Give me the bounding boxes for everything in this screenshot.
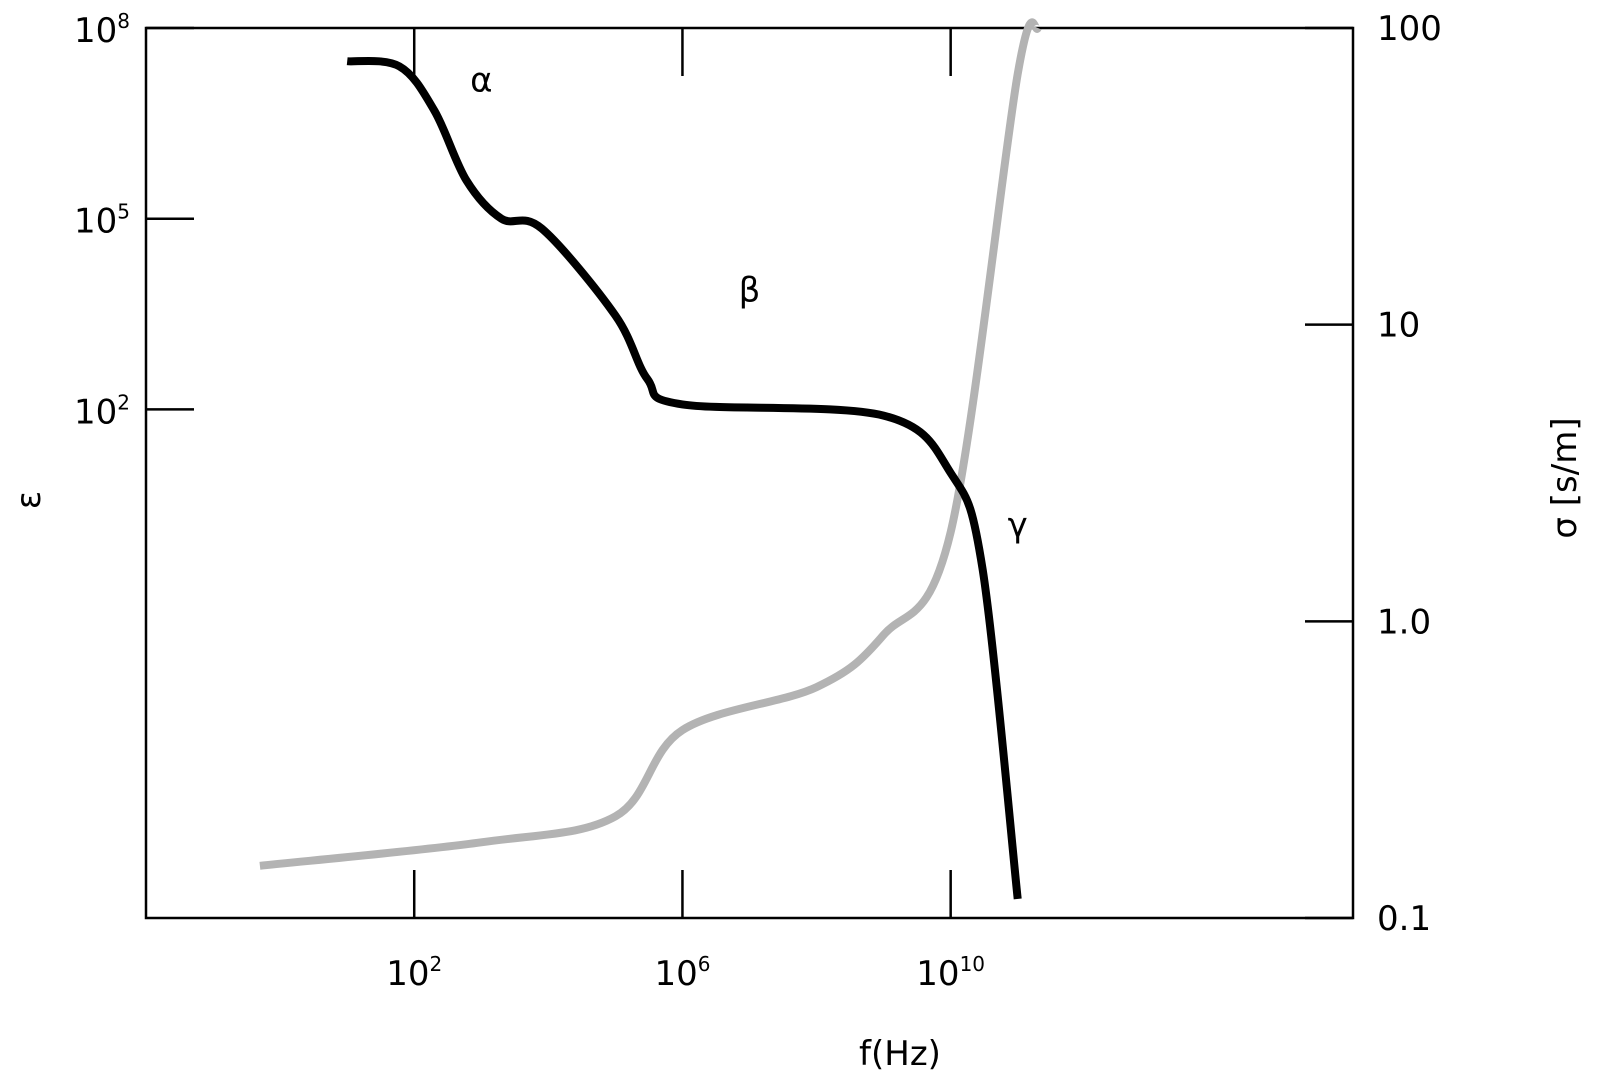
y-right-axis-title: σ [s/m] bbox=[1545, 417, 1585, 538]
x-tick-label: 102 bbox=[386, 952, 442, 994]
conductivity-line bbox=[259, 18, 1042, 870]
region-annotations: α β γ bbox=[470, 61, 1028, 546]
plot-frame bbox=[144, 26, 1355, 920]
y-right-tick-label: 100 bbox=[1377, 9, 1442, 49]
series-layer bbox=[259, 18, 1042, 900]
x-tick-label: 1010 bbox=[916, 952, 985, 994]
tick-labels: 102 106 1010 102 105 108 0.1 1.0 10 100 bbox=[74, 9, 1442, 994]
y-right-tick-label: 0.1 bbox=[1377, 899, 1431, 939]
axis-ticks bbox=[146, 26, 1353, 920]
x-axis-title: f(Hz) bbox=[859, 1034, 941, 1074]
region-label: γ bbox=[1008, 506, 1028, 546]
region-label: α bbox=[470, 61, 492, 101]
x-tick-label: 106 bbox=[654, 952, 710, 994]
y-left-tick-label: 102 bbox=[74, 390, 130, 432]
permittivity-line bbox=[346, 56, 1022, 900]
y-left-axis-title: ε bbox=[9, 491, 49, 509]
y-left-tick-label: 105 bbox=[74, 200, 130, 242]
y-right-tick-label: 1.0 bbox=[1377, 602, 1431, 642]
region-label: β bbox=[739, 270, 761, 310]
y-right-tick-label: 10 bbox=[1377, 306, 1420, 346]
y-left-tick-label: 108 bbox=[74, 9, 130, 51]
